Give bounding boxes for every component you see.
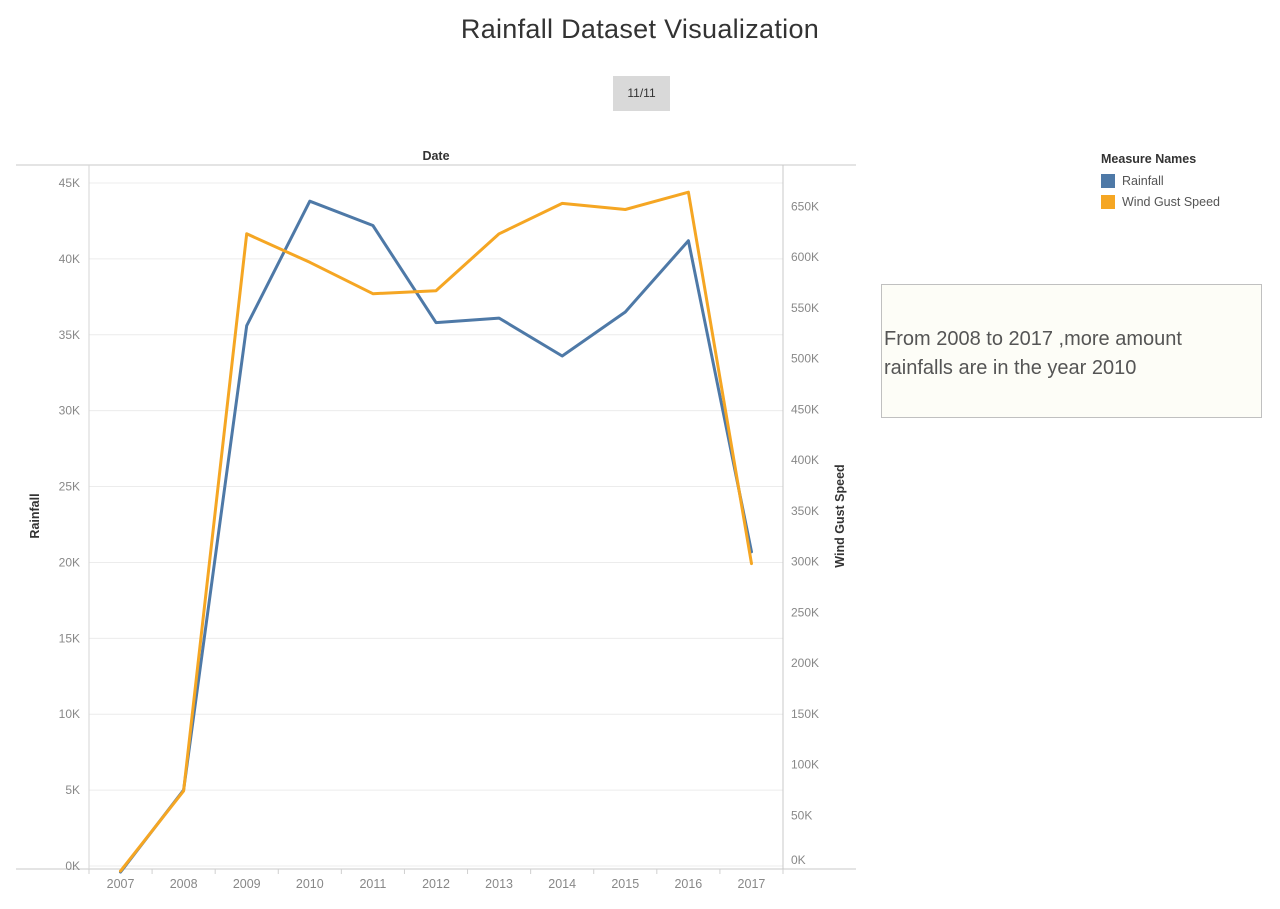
x-tick-label: 2013 — [485, 877, 513, 891]
x-tick-label: 2008 — [170, 877, 198, 891]
x-tick-label: 2010 — [296, 877, 324, 891]
legend-title: Measure Names — [1101, 152, 1197, 166]
tick-labels: 0K 5K 10K 15K 20K 25K 30K 35K 40K 45K 0K 50K 100K 150… — [59, 176, 819, 891]
y-tick-label: 35K — [59, 328, 80, 342]
y2-tick-label: 550K — [791, 301, 819, 315]
x-tick-label: 2012 — [422, 877, 450, 891]
x-tick-label: 2009 — [233, 877, 261, 891]
y2-tick-label: 200K — [791, 656, 819, 670]
x-tick-label: 2007 — [107, 877, 135, 891]
y-tick-label: 25K — [59, 480, 80, 494]
series-line-wind-gust-speed[interactable] — [119, 190, 753, 873]
legend-label-rainfall: Rainfall — [1122, 173, 1164, 188]
chart-title: Rainfall Dataset Visualization — [460, 14, 820, 44]
y-axis-title: Rainfall — [28, 493, 42, 538]
y-tick-label: 5K — [65, 783, 80, 797]
y2-tick-label: 100K — [791, 758, 819, 772]
x-tick-label: 2015 — [611, 877, 639, 891]
y2-tick-label: 600K — [791, 250, 819, 264]
x-tick-label: 2011 — [359, 877, 386, 891]
y2-tick-label: 150K — [791, 707, 819, 721]
y-tick-label: 20K — [59, 555, 80, 569]
y-tick-label: 15K — [59, 631, 80, 645]
x-tick-label: 2017 — [738, 877, 766, 891]
x-axis-title: Date — [422, 149, 449, 163]
legend-item-wind-gust-speed[interactable]: Wind Gust Speed — [1101, 191, 1271, 212]
y2-tick-label: 350K — [791, 504, 819, 518]
legend-item-rainfall[interactable]: Rainfall — [1101, 170, 1271, 191]
y-tick-label: 0K — [65, 859, 80, 873]
legend-label-wind-gust-speed: Wind Gust Speed — [1122, 194, 1220, 209]
y-tick-label: 40K — [59, 252, 80, 266]
line-chart: 0K 5K 10K 15K 20K 25K 30K 35K 40K 45K 0K 50K 100K 150… — [16, 149, 856, 891]
x-tick-label: 2014 — [548, 877, 576, 891]
legend-swatch-rainfall — [1101, 173, 1115, 188]
y2-axis-title: Wind Gust Speed — [833, 464, 847, 567]
y-tick-label: 45K — [59, 176, 80, 190]
y2-tick-label: 0K — [791, 853, 806, 867]
y2-tick-label: 400K — [791, 453, 819, 467]
y2-tick-label: 300K — [791, 555, 819, 569]
y2-tick-label: 500K — [791, 352, 819, 366]
legend-swatch-wind-gust-speed — [1101, 194, 1115, 209]
annotation-box: From 2008 to 2017 ,more amount rainfalls… — [881, 284, 1262, 418]
annotation-text: From 2008 to 2017 ,more amount rainfalls… — [884, 328, 1182, 379]
axes — [16, 164, 856, 874]
legend: Measure Names Rainfall Wind Gust Speed — [1101, 152, 1271, 212]
series-lines — [119, 190, 753, 874]
page-indicator[interactable]: 11/11 — [613, 76, 670, 111]
y2-tick-label: 450K — [791, 402, 819, 416]
y2-tick-label: 250K — [791, 605, 819, 619]
grid-lines — [89, 182, 783, 867]
series-line-rainfall[interactable] — [119, 199, 753, 874]
x-tick-label: 2016 — [674, 877, 702, 891]
y-tick-label: 10K — [59, 707, 80, 721]
y2-tick-label: 650K — [791, 199, 819, 213]
y-tick-label: 30K — [59, 404, 80, 418]
y2-tick-label: 50K — [791, 808, 812, 822]
